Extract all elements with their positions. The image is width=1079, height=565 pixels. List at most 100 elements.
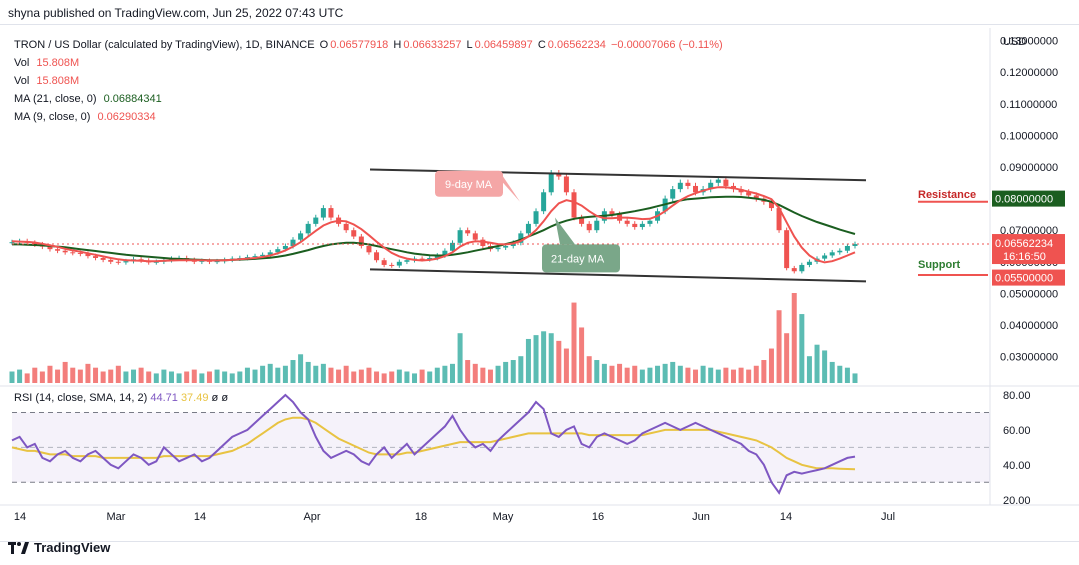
volume-bar [290,360,296,383]
rsi-extra-1: ø [211,392,219,404]
volume-bar [647,367,653,383]
price-tick-label: 0.09000000 [1000,162,1058,174]
volume-bar [85,363,91,383]
candle-body [434,255,440,258]
candle-body [267,252,273,255]
candle-body [85,253,91,257]
volume-bar [525,338,531,383]
ma9-value: 0.06290334 [97,111,156,123]
candle-body [503,245,509,248]
support-tag-value: 0.05500000 [995,273,1053,285]
candle-body [313,217,319,224]
candle-body [784,230,790,269]
volume-bar [472,363,478,383]
candle-body [374,252,380,261]
time-tick-label: 14 [14,511,26,523]
candle-body [518,233,524,243]
volume-bar [328,367,334,383]
tradingview-footer[interactable]: TradingView [8,540,110,555]
candle-body [708,182,714,190]
volume-bar [168,371,174,383]
publisher-info: shyna published on TradingView.com, Jun … [8,6,344,20]
volume-bar [138,367,144,383]
volume-bar [548,333,554,383]
candle-body [343,223,349,231]
candle-body [244,257,250,259]
volume-bar [685,367,691,383]
candle-body [442,250,448,256]
volume-bar [533,335,539,383]
high-label: H [393,39,402,51]
volume-bar [131,369,137,383]
volume-bar [389,371,395,383]
candle-body [647,220,653,224]
candle-body [275,249,281,253]
candle-body [685,182,691,186]
rsi-tick-label: 40.00 [1003,460,1031,472]
volume-bar [639,369,645,383]
volume-bar [214,369,220,383]
volume-bar [708,367,714,383]
resistance-tag-value: 0.08000000 [995,194,1053,206]
volume-bar [753,365,759,383]
symbol-row: TRON / US Dollar (calculated by TradingV… [14,36,725,54]
volume-bar [343,365,349,383]
vol2-row: Vol 15.808M [14,72,725,90]
candle-body [677,182,683,190]
volume-bar [358,369,364,383]
volume-bar [176,373,182,383]
vol1-row: Vol 15.808M [14,54,725,72]
candle-body [586,223,592,231]
candle-body [457,230,463,243]
candle-body [571,192,577,218]
candle-body [115,261,121,263]
symbol-label[interactable]: TRON / US Dollar (calculated by TradingV… [14,39,315,51]
candle-body [806,261,812,265]
candle-body [396,261,402,266]
countdown-tag-value: 16:16:50 [1003,251,1046,263]
volume-bar [723,367,729,383]
candle-body [609,211,615,215]
candle-body [47,246,53,250]
volume-bar [313,365,319,383]
candle-body [594,220,600,231]
close-label: C [537,39,546,51]
volume-bar [282,365,288,383]
ma21-line [12,195,856,262]
annotation-21day-ma: 21-day MA [542,217,620,273]
volume-bar [662,363,668,383]
candle-body [260,254,266,257]
last-price-tag-bg [992,234,1065,265]
volume-bar [844,367,850,383]
volume-bar [47,365,53,383]
volume-bar [693,369,699,383]
price-tick-label: 0.13000000 [1000,36,1058,48]
volume-bar [715,369,721,383]
volume-bar [381,373,387,383]
volume-bar [434,367,440,383]
volume-bar [837,365,843,383]
volume-bar [146,371,152,383]
volume-bar [480,367,486,383]
candle-body [9,242,15,244]
volume-bar [396,369,402,383]
volume-bar [563,348,569,383]
ma21-value: 0.06884341 [103,93,162,105]
rsi-line [11,393,856,495]
candle-body [358,236,364,246]
volume-bar [814,344,820,383]
rsi-tick-label: 80.00 [1003,390,1031,402]
volume-bar [244,367,250,383]
time-tick-label: 16 [592,511,604,523]
rsi-label[interactable]: RSI (14, close, SMA, 14, 2) [14,392,148,404]
volume-bar [571,302,577,383]
volume-bar [237,371,243,383]
rsi-sma-value: 37.49 [180,392,209,404]
volume-bar [791,293,797,383]
volume-bar [298,354,304,383]
candle-body [822,255,828,259]
candle-body [153,261,159,263]
rsi-tick-label: 60.00 [1003,425,1031,437]
candle-body [563,176,569,193]
